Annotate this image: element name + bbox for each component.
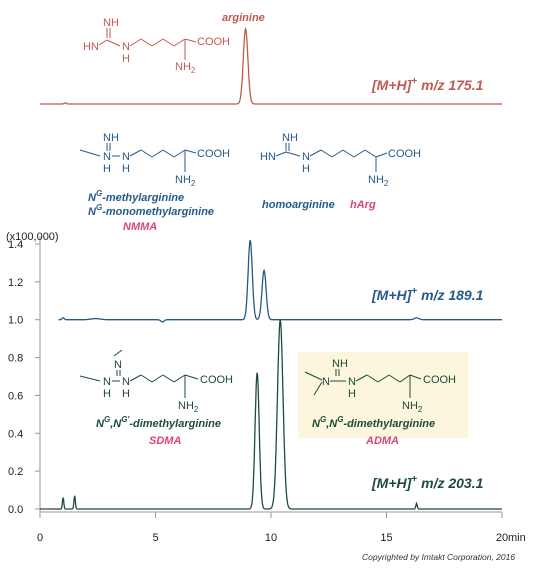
label-nmma-abbr: NMMA bbox=[123, 221, 157, 233]
atom-cooh: COOH bbox=[200, 374, 233, 386]
y-tick-label: 0.0 bbox=[8, 504, 23, 516]
atom-hn: HN bbox=[260, 151, 276, 163]
atom-nh: NH bbox=[282, 132, 298, 144]
atom-n: N bbox=[103, 151, 111, 163]
y-tick-label: 0.8 bbox=[8, 353, 23, 365]
structure-sdma: N N N H H COOH NH2 bbox=[79, 349, 233, 414]
atom-n: N bbox=[322, 376, 330, 388]
label-nmma-line1: NG-methylarginine bbox=[88, 189, 184, 204]
atom-n: N bbox=[122, 41, 130, 53]
label-mz-175-value: m/z 175.1 bbox=[421, 77, 483, 93]
label-mz-189-mh: [M+H] bbox=[371, 287, 413, 303]
y-axis: (x100,000) 0.0 0.2 0.4 0.6 0.8 1.0 1.2 1.4 bbox=[6, 231, 59, 516]
atom-n: N bbox=[122, 151, 130, 163]
x-tick-label: 5 bbox=[152, 532, 158, 544]
y-tick-label: 1.4 bbox=[8, 239, 23, 251]
label-adma-full: NG,NG-dimethylarginine bbox=[312, 415, 435, 430]
atom-hn: HN bbox=[83, 41, 99, 53]
x-tick-label: 15 bbox=[380, 532, 392, 544]
atom-h: H bbox=[348, 388, 356, 400]
atom-nh: NH bbox=[103, 17, 119, 29]
atom-cooh: COOH bbox=[197, 148, 230, 160]
structure-adma: NH N N H COOH NH2 bbox=[304, 358, 456, 414]
structure-homoarginine: NH HN N H COOH NH2 bbox=[260, 132, 421, 188]
atom-nh2: NH2 bbox=[368, 174, 389, 188]
label-arginine: arginine bbox=[222, 12, 265, 24]
x-axis-unit: min bbox=[508, 532, 526, 544]
atom-nh2: NH2 bbox=[175, 61, 196, 75]
y-tick-label: 1.2 bbox=[8, 277, 23, 289]
label-adma-abbr: ADMA bbox=[365, 435, 399, 447]
atom-h: H bbox=[122, 163, 130, 175]
label-sdma-full: NG,NG'-dimethylarginine bbox=[96, 415, 221, 430]
label-mz-203-mh: [M+H] bbox=[371, 475, 413, 491]
label-mz-175: [M+H]+ m/z 175.1 bbox=[371, 76, 484, 93]
trace-mz-203 bbox=[40, 319, 502, 510]
x-tick-label: 10 bbox=[265, 532, 277, 544]
trace-mz-175 bbox=[40, 26, 502, 105]
label-mz-203: [M+H]+ m/z 203.1 bbox=[371, 474, 484, 491]
y-axis-unit: (x100,000) bbox=[6, 231, 59, 243]
label-mz-203-value: m/z 203.1 bbox=[421, 475, 483, 491]
atom-cooh: COOH bbox=[423, 374, 456, 386]
y-tick-label: 1.0 bbox=[8, 315, 23, 327]
atom-n: N bbox=[348, 376, 356, 388]
x-tick-label: 20 bbox=[496, 532, 508, 544]
atom-nh: NH bbox=[103, 132, 119, 144]
label-mz-175-mh: [M+H] bbox=[371, 77, 413, 93]
atom-n: N bbox=[114, 359, 122, 371]
x-axis: 0 5 10 15 20 min bbox=[37, 511, 526, 544]
label-mz-189: [M+H]+ m/z 189.1 bbox=[371, 286, 484, 303]
copyright-text: Copyrighted by Imtakt Corporation, 2016 bbox=[362, 552, 515, 562]
atom-cooh: COOH bbox=[388, 148, 421, 160]
atom-h: H bbox=[122, 53, 130, 65]
atom-cooh: COOH bbox=[197, 36, 230, 48]
label-mz-189-plus: + bbox=[411, 286, 417, 297]
atom-n: N bbox=[302, 151, 310, 163]
label-homoarginine: homoarginine bbox=[262, 199, 335, 211]
label-mz-203-plus: + bbox=[411, 474, 417, 485]
adma-highlight-box bbox=[298, 352, 468, 438]
structure-nmma: NH N N H H COOH NH2 bbox=[79, 132, 230, 188]
y-tick-label: 0.2 bbox=[8, 466, 23, 478]
trace-mz-189 bbox=[58, 240, 502, 323]
label-sdma-abbr: SDMA bbox=[149, 435, 181, 447]
label-harg: hArg bbox=[350, 199, 376, 211]
x-tick-label: 0 bbox=[37, 532, 43, 544]
label-nmma-line2: NG-monomethylarginine bbox=[88, 203, 214, 218]
atom-h: H bbox=[302, 163, 310, 175]
atom-nh2: NH2 bbox=[402, 400, 423, 414]
label-mz-175-plus: + bbox=[411, 76, 417, 87]
atom-nh: NH bbox=[332, 358, 348, 370]
atom-h: H bbox=[103, 163, 111, 175]
y-tick-label: 0.4 bbox=[8, 428, 23, 440]
label-mz-189-value: m/z 189.1 bbox=[421, 287, 483, 303]
structure-arginine: NH HN N H COOH NH2 bbox=[83, 17, 230, 75]
atom-n: N bbox=[103, 376, 111, 388]
y-tick-label: 0.6 bbox=[8, 390, 23, 402]
atom-nh2: NH2 bbox=[175, 174, 196, 188]
atom-h: H bbox=[103, 388, 111, 400]
atom-h: H bbox=[122, 388, 130, 400]
atom-nh2: NH2 bbox=[178, 400, 199, 414]
atom-n: N bbox=[122, 376, 130, 388]
